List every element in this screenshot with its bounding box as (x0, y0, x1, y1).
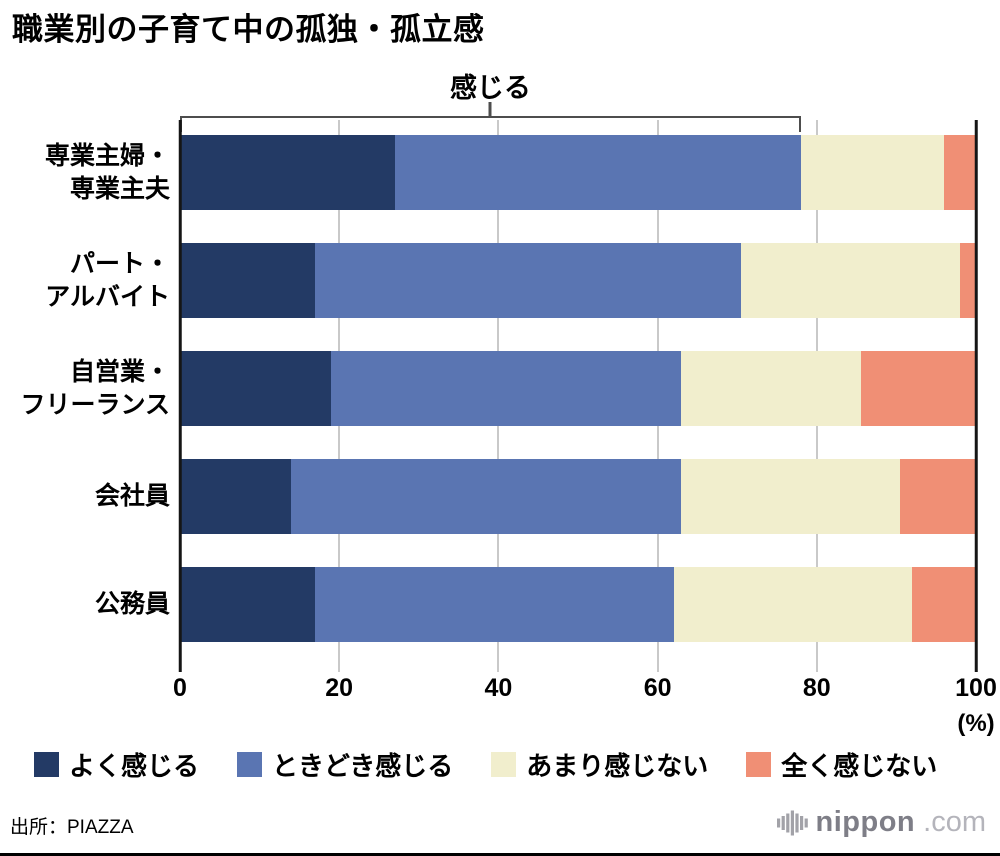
bar-segment (681, 459, 901, 534)
nippon-logo-tld: .com (923, 806, 986, 838)
legend-swatch (491, 752, 517, 777)
x-tick-label: 0 (173, 674, 187, 702)
bar-row (180, 567, 976, 642)
bracket-tick (488, 102, 492, 116)
plot-area (178, 120, 978, 672)
bar-segment (860, 351, 976, 426)
legend-item: よく感じる (34, 746, 199, 783)
bar-segment (180, 135, 395, 210)
nippon-logo-text: nippon (815, 806, 916, 838)
chart-title: 職業別の子育て中の孤独・孤立感 (12, 12, 485, 47)
bar-segment (180, 351, 332, 426)
bar-segment (912, 567, 976, 642)
legend-swatch (746, 752, 772, 777)
bar-segment (315, 243, 742, 318)
bar-segment (900, 459, 976, 534)
unit-label: (%) (957, 710, 995, 737)
legend-item: ときどき感じる (237, 746, 453, 783)
legend-item: あまり感じない (491, 746, 708, 783)
category-label: 公務員 (94, 590, 170, 618)
category-label: パート・ アルバイト (45, 249, 170, 311)
x-tick-label: 100 (955, 674, 997, 702)
bar-segment (331, 351, 682, 426)
bar-segment (741, 243, 961, 318)
bar-row (180, 135, 976, 210)
bar-segment (180, 243, 316, 318)
bar-segment (394, 135, 801, 210)
legend-swatch (34, 752, 59, 777)
source-note: 出所：PIAZZA (10, 817, 134, 838)
x-tick-label: 20 (325, 674, 354, 702)
bar-segment (291, 459, 682, 534)
legend-label: あまり感じない (526, 751, 709, 781)
bar-segment (673, 567, 913, 642)
bar-segment (315, 567, 674, 642)
x-axis: (%) 0 20 40 60 80 100 (173, 674, 997, 746)
bar-segment (800, 135, 945, 210)
legend-label: 全く感じない (781, 751, 938, 781)
category-label: 会社員 (94, 482, 170, 510)
bar-segment (180, 567, 316, 642)
axis-line-left (178, 120, 182, 672)
soundwave-icon (776, 809, 808, 837)
bar-segment (960, 243, 976, 318)
category-label: 専業主婦・ 専業主夫 (44, 141, 170, 203)
category-labels: 専業主婦・ 専業主夫 パート・ アルバイト自営業・ フリーランス会社員公務員 (0, 120, 170, 672)
nippon-logo[interactable]: nippon .com (776, 806, 986, 839)
bar-row (180, 459, 976, 534)
bar-segment (944, 135, 976, 210)
bar-row (180, 243, 976, 318)
bar-segment (681, 351, 861, 426)
x-tick-label: 80 (802, 674, 831, 702)
bar-row (180, 351, 976, 426)
feel-annotation-label: 感じる (449, 73, 531, 103)
legend-swatch (237, 752, 263, 777)
x-tick-label: 40 (484, 674, 513, 702)
legend-item: 全く感じない (746, 746, 937, 783)
x-tick-label: 60 (643, 674, 672, 702)
legend: よく感じる ときどき感じる あまり感じない 全く感じない (34, 746, 984, 783)
legend-label: ときどき感じる (272, 751, 454, 781)
bar-segment (180, 459, 292, 534)
legend-label: よく感じる (69, 751, 200, 781)
axis-line-right (974, 120, 978, 672)
category-label: 自営業・ フリーランス (20, 357, 170, 419)
